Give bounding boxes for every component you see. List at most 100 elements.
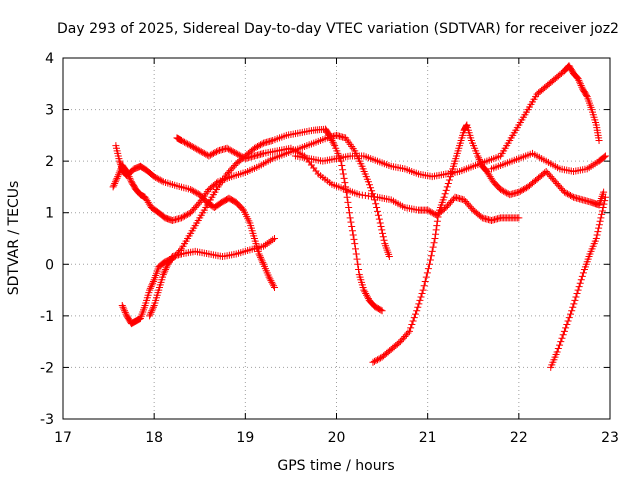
data-point (179, 213, 187, 221)
data-point (205, 152, 213, 160)
data-point (408, 320, 416, 328)
data-point (377, 306, 385, 314)
data-point (237, 152, 245, 160)
data-point (212, 148, 220, 156)
data-point (419, 286, 427, 294)
y-tick-label: 0 (45, 257, 54, 273)
data-point (378, 307, 386, 315)
data-point (182, 211, 190, 219)
data-point (190, 205, 198, 213)
data-point (428, 209, 436, 217)
data-point (188, 186, 196, 194)
data-point (415, 300, 423, 308)
data-point (187, 209, 195, 217)
data-point (443, 202, 451, 210)
data-point (363, 293, 371, 301)
data-point (209, 149, 217, 157)
data-point (259, 259, 267, 267)
data-point (445, 200, 453, 208)
data-point (225, 145, 233, 153)
x-tick-label: 20 (328, 430, 346, 446)
data-point (501, 188, 509, 196)
data-point (351, 245, 359, 253)
data-point (398, 336, 406, 344)
data-point (124, 171, 132, 179)
data-point (364, 178, 372, 186)
data-point (229, 148, 237, 156)
data-point (161, 267, 169, 275)
data-point (598, 207, 606, 215)
series-line (149, 238, 275, 317)
data-point (188, 207, 196, 215)
data-point (153, 174, 161, 182)
data-point (424, 206, 432, 214)
data-point (146, 312, 154, 320)
data-point (425, 260, 433, 268)
data-point (363, 291, 371, 299)
y-tick-label: -3 (40, 412, 54, 428)
data-point (460, 196, 468, 204)
data-point (601, 152, 609, 160)
data-point (361, 288, 369, 296)
data-point (339, 170, 347, 178)
data-point (350, 235, 358, 243)
data-point (353, 255, 361, 263)
series-s4 (146, 235, 279, 320)
data-point (404, 329, 412, 337)
data-point (503, 189, 511, 197)
data-point (385, 253, 393, 261)
data-point (194, 146, 202, 154)
data-point (558, 334, 566, 342)
data-point (228, 147, 236, 155)
data-point (156, 176, 164, 184)
data-point (228, 165, 236, 173)
data-point (515, 214, 523, 222)
data-point (374, 211, 382, 219)
data-point (399, 334, 407, 342)
data-point (542, 167, 550, 175)
series-s6 (291, 62, 603, 181)
data-point (184, 210, 192, 218)
data-point (111, 178, 119, 186)
data-point (255, 142, 263, 150)
data-point (417, 293, 425, 301)
data-point (576, 78, 584, 86)
data-point (545, 171, 553, 179)
data-point (208, 150, 216, 158)
data-series (109, 62, 609, 371)
data-point (572, 293, 580, 301)
data-point (150, 173, 158, 181)
data-point (258, 257, 266, 265)
data-point (163, 262, 171, 270)
data-point (121, 308, 129, 316)
data-point (576, 80, 584, 88)
data-point (125, 173, 133, 181)
data-point (433, 222, 441, 230)
data-point (445, 176, 453, 184)
data-point (343, 193, 351, 201)
data-point (369, 358, 377, 366)
data-point (338, 161, 346, 169)
data-point (573, 290, 581, 298)
data-point (365, 181, 373, 189)
data-point (268, 278, 276, 286)
data-point (429, 243, 437, 251)
y-tick-label: 2 (45, 154, 54, 170)
data-point (326, 133, 334, 141)
data-point (232, 149, 240, 157)
data-point (119, 303, 127, 311)
data-point (149, 277, 157, 285)
data-point (518, 186, 526, 194)
data-point (418, 290, 426, 298)
data-point (181, 212, 189, 220)
data-point (328, 137, 336, 145)
data-point (410, 314, 418, 322)
data-point (374, 356, 382, 364)
data-point (238, 153, 246, 161)
series-s5 (173, 134, 523, 224)
data-point (578, 272, 586, 280)
data-point (352, 250, 360, 258)
data-point (187, 186, 195, 194)
data-point (396, 338, 404, 346)
data-point (149, 303, 157, 311)
